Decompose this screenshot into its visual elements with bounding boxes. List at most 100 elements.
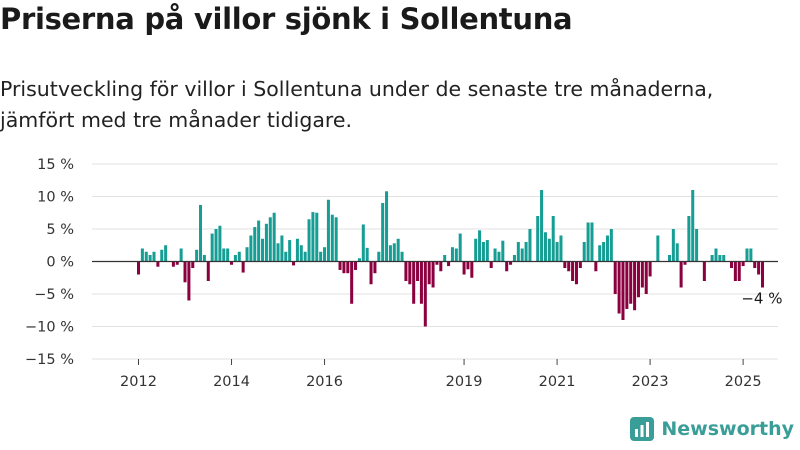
bar [687, 216, 691, 262]
bar [447, 261, 451, 267]
bar [598, 245, 602, 262]
bar [210, 233, 214, 262]
bar [175, 261, 179, 265]
bar [605, 235, 609, 262]
bar [683, 261, 687, 265]
bar [377, 251, 381, 262]
bar [567, 261, 571, 272]
bar [241, 261, 245, 273]
bar [264, 223, 268, 262]
x-tick-label: 2014 [213, 374, 250, 390]
bar [323, 247, 327, 262]
bar [509, 261, 513, 265]
bar [636, 261, 640, 298]
y-tick-label: 10 % [37, 190, 74, 206]
x-tick-label: 2012 [120, 374, 157, 390]
bar [609, 229, 613, 262]
bar [691, 190, 695, 262]
bar [656, 235, 660, 262]
bar [516, 242, 520, 262]
brand-name: Newsworthy [661, 418, 794, 440]
bar [295, 238, 299, 262]
bar [559, 235, 563, 262]
bar [307, 219, 311, 262]
bar [148, 255, 152, 262]
bar [183, 261, 187, 283]
y-tick-label: −5 % [34, 287, 74, 303]
bar [462, 261, 466, 275]
bar [319, 251, 323, 262]
bar [311, 212, 315, 262]
bar [427, 261, 431, 285]
bar [233, 255, 237, 262]
chart-title: Priserna på villor sjönk i Sollentuna [0, 2, 573, 36]
bar [481, 242, 485, 262]
bar [357, 258, 361, 262]
bar [404, 261, 408, 281]
bar [737, 261, 741, 281]
bar [571, 261, 575, 281]
bar [497, 251, 501, 262]
bar [505, 261, 509, 272]
bar [222, 248, 226, 262]
y-tick-label: 15 % [37, 157, 74, 173]
bar [524, 242, 528, 262]
bar [633, 261, 637, 311]
y-tick-label: −10 % [25, 320, 74, 336]
bar [195, 249, 199, 262]
bar [326, 199, 330, 262]
bar [334, 217, 338, 262]
bar [230, 261, 234, 265]
bar [272, 212, 276, 262]
bar [431, 261, 435, 288]
bar [733, 261, 737, 281]
x-axis-labels: 2012 2014 2016 2019 2021 2023 2025 [120, 359, 762, 390]
bar [388, 245, 392, 262]
bar [199, 204, 203, 262]
bar [667, 255, 671, 262]
bar [574, 261, 578, 285]
bar [578, 261, 582, 268]
bar [602, 242, 606, 262]
bar [342, 261, 346, 274]
bar [648, 261, 652, 277]
bar [621, 261, 625, 320]
bar [594, 261, 598, 272]
bar [218, 225, 222, 262]
bar [753, 261, 757, 268]
bar [450, 247, 454, 262]
bar [679, 261, 683, 288]
bar [249, 235, 253, 262]
y-tick-label: 5 % [46, 222, 74, 238]
bar [563, 261, 567, 268]
bar [202, 255, 206, 262]
bar [466, 261, 470, 270]
bar [338, 261, 342, 270]
bar [284, 251, 288, 262]
bar [543, 232, 547, 262]
bar [489, 261, 493, 268]
bar [268, 217, 272, 262]
bar [140, 248, 144, 262]
bar [760, 261, 765, 288]
bar [443, 255, 447, 262]
y-axis-labels: 15 % 10 % 5 % 0 % −5 % −10 % −15 % [25, 157, 74, 368]
bar [757, 261, 761, 275]
bar [292, 261, 296, 266]
bar [156, 261, 160, 267]
bar [439, 261, 443, 272]
bar [718, 255, 722, 262]
bar [206, 261, 210, 281]
bar [741, 261, 745, 267]
bar [369, 261, 373, 285]
bar [350, 261, 354, 304]
x-tick-label: 2021 [539, 374, 576, 390]
bar [629, 261, 633, 304]
bar [547, 238, 551, 262]
bar [640, 261, 644, 288]
bar [257, 220, 261, 262]
chart-subtitle: Prisutveckling för villor i Sollentuna u… [0, 77, 714, 132]
bar [485, 240, 489, 262]
bar [354, 261, 358, 270]
bar [458, 233, 462, 262]
